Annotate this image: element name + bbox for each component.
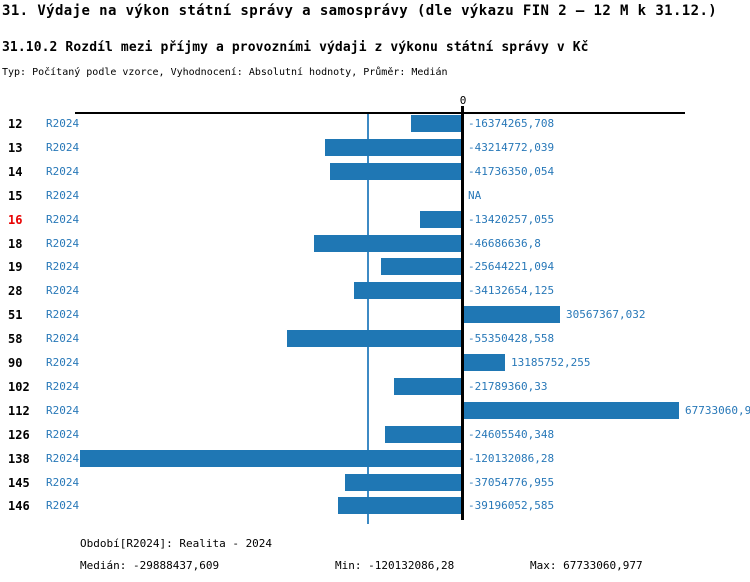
series-label: R2024	[46, 141, 80, 154]
value-label: -46686636,8	[468, 237, 541, 250]
series-label: R2024	[46, 213, 80, 226]
series-label: R2024	[46, 428, 80, 441]
series-label: R2024	[46, 499, 80, 512]
category-label: 102	[8, 380, 30, 394]
period-legend: Období[R2024]: Realita - 2024	[80, 537, 273, 550]
value-label: -120132086,28	[468, 452, 555, 465]
bar	[287, 330, 463, 347]
series-label: R2024	[46, 237, 80, 250]
median-stat: Medián: -29888437,609	[80, 559, 220, 572]
category-label: 16	[8, 213, 23, 227]
x-axis-line	[75, 112, 685, 114]
meta-line: Typ: Počítaný podle vzorce, Vyhodnocení:…	[2, 67, 448, 78]
series-label: R2024	[46, 308, 80, 321]
bar	[463, 354, 505, 371]
category-label: 90	[8, 356, 23, 370]
value-label: -21789360,33	[468, 380, 548, 393]
series-label: R2024	[46, 284, 80, 297]
value-label: -24605540,348	[468, 428, 555, 441]
value-label: 67733060,977	[685, 404, 750, 417]
series-label: R2024	[46, 404, 80, 417]
bar	[463, 306, 560, 323]
bar	[314, 235, 463, 252]
category-label: 145	[8, 476, 30, 490]
category-label: 126	[8, 428, 30, 442]
bar	[330, 163, 463, 180]
category-label: 14	[8, 165, 23, 179]
value-label: -34132654,125	[468, 284, 555, 297]
bar	[338, 497, 463, 514]
section-subtitle: 31.10.2 Rozdíl mezi příjmy a provozními …	[2, 40, 589, 55]
bar	[345, 474, 463, 491]
bar	[325, 139, 463, 156]
median-line	[367, 114, 369, 524]
category-label: 13	[8, 141, 23, 155]
value-label: -55350428,558	[468, 332, 555, 345]
category-label: 28	[8, 284, 23, 298]
zero-tick-label: 0	[459, 94, 467, 107]
bar	[385, 426, 463, 443]
bar	[80, 450, 463, 467]
category-label: 51	[8, 308, 23, 322]
value-label: -13420257,055	[468, 213, 555, 226]
series-label: R2024	[46, 117, 80, 130]
bar	[381, 258, 463, 275]
value-label: -41736350,054	[468, 165, 555, 178]
value-label: -43214772,039	[468, 141, 555, 154]
min-stat: Min: -120132086,28	[335, 559, 455, 572]
bar	[411, 115, 463, 132]
series-label: R2024	[46, 260, 80, 273]
series-label: R2024	[46, 189, 80, 202]
value-label: -16374265,708	[468, 117, 555, 130]
zero-axis-line	[461, 106, 464, 520]
value-label: NA	[468, 189, 482, 202]
value-label: -37054776,955	[468, 476, 555, 489]
category-label: 112	[8, 404, 30, 418]
category-label: 146	[8, 499, 30, 513]
series-label: R2024	[46, 476, 80, 489]
category-label: 138	[8, 452, 30, 466]
value-label: 13185752,255	[511, 356, 591, 369]
category-label: 19	[8, 260, 23, 274]
max-stat: Max: 67733060,977	[530, 559, 643, 572]
category-label: 58	[8, 332, 23, 346]
value-label: -25644221,094	[468, 260, 555, 273]
category-label: 15	[8, 189, 23, 203]
series-label: R2024	[46, 332, 80, 345]
series-label: R2024	[46, 165, 80, 178]
bar	[463, 402, 679, 419]
category-label: 18	[8, 237, 23, 251]
report-title: 31. Výdaje na výkon státní správy a samo…	[2, 3, 718, 19]
category-label: 12	[8, 117, 23, 131]
value-label: 30567367,032	[566, 308, 646, 321]
bar	[354, 282, 463, 299]
bar	[394, 378, 463, 395]
series-label: R2024	[46, 452, 80, 465]
series-label: R2024	[46, 380, 80, 393]
bar	[420, 211, 463, 228]
value-label: -39196052,585	[468, 499, 555, 512]
series-label: R2024	[46, 356, 80, 369]
